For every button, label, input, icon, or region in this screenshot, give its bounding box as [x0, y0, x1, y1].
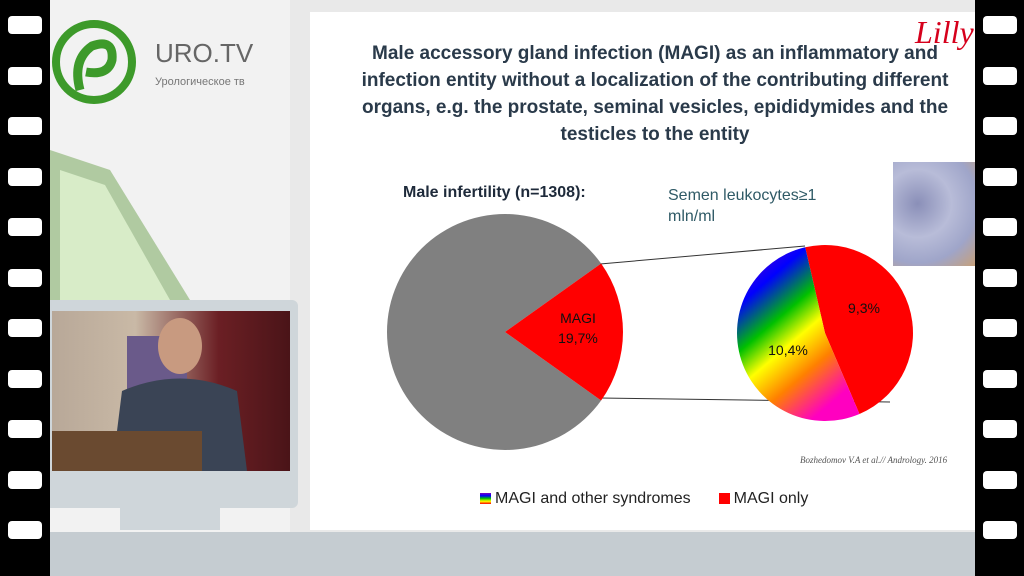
- film-perforation: [983, 16, 1017, 34]
- film-perforation: [8, 66, 42, 85]
- legend-item-rainbow: MAGI and other syndromes: [480, 490, 691, 508]
- film-perforation: [983, 117, 1017, 135]
- logo-icon: [52, 20, 136, 104]
- bottom-bar: [50, 532, 975, 576]
- rainbow-swatch-icon: [480, 493, 491, 504]
- monitor-stand: [120, 508, 220, 530]
- speaker-figure: [52, 318, 247, 471]
- big-pie-label-2: 19,7%: [558, 330, 598, 346]
- film-perforation: [8, 319, 42, 337]
- brand-logo: Lilly: [915, 14, 974, 50]
- pie-slice-magi-other: [737, 247, 860, 421]
- film-perforation: [8, 521, 42, 539]
- film-perforation: [983, 167, 1017, 186]
- film-perforation: [8, 167, 42, 186]
- semen-leukocytes-label: Semen leukocytes≥1 mln/ml: [668, 187, 817, 225]
- film-perforation: [8, 470, 42, 489]
- citation: Bozhedomov V.A et al.// Andrology. 2016: [800, 455, 948, 465]
- pie-slice-other: [387, 214, 602, 451]
- red-swatch-icon: [718, 493, 730, 504]
- slide-title: Male accessory gland infection (MAGI) as…: [361, 43, 949, 145]
- film-perforation: [983, 268, 1017, 287]
- film-perforation: [8, 369, 42, 388]
- film-perforation: [983, 420, 1017, 438]
- logo-subtitle: Урологическое тв: [155, 76, 245, 88]
- legend-item-red: MAGI only: [718, 490, 808, 508]
- film-perforation: [983, 521, 1017, 539]
- big-pie-label-1: MAGI: [560, 310, 596, 326]
- pie-slice-magi-only: [805, 244, 914, 414]
- logo-title: URO.TV: [155, 38, 254, 68]
- film-perforation: [983, 66, 1017, 85]
- film-perforation: [8, 117, 42, 135]
- film-perforation: [983, 218, 1017, 236]
- film-perforation: [983, 369, 1017, 388]
- film-perforation: [8, 420, 42, 438]
- film-perforation: [983, 319, 1017, 337]
- connector-line-top: [599, 245, 806, 265]
- small-pie-label-rainbow: 10,4%: [768, 342, 808, 358]
- film-perforation: [983, 470, 1017, 489]
- film-perforation: [8, 16, 42, 34]
- film-perforation: [8, 218, 42, 236]
- film-graphic: [50, 150, 190, 300]
- film-perforation: [8, 268, 42, 287]
- speaker-video[interactable]: [52, 311, 290, 471]
- pie-slice-magi: [505, 263, 623, 401]
- microscopy-image: [893, 162, 975, 266]
- small-pie-label-red: 9,3%: [848, 300, 880, 316]
- legend: MAGI and other syndromes MAGI only: [480, 490, 808, 508]
- male-infertility-label: Male infertility (n=1308):: [403, 184, 586, 201]
